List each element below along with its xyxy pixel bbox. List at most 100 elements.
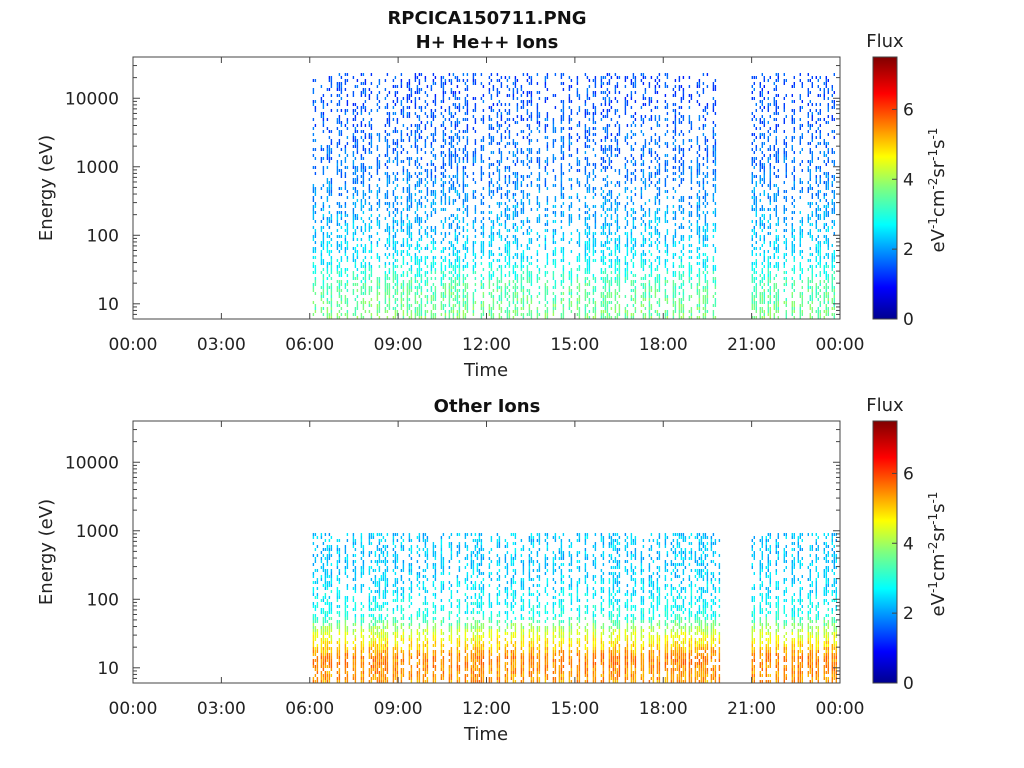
spectrogram-cell bbox=[680, 250, 683, 253]
spectrogram-cell bbox=[642, 295, 645, 298]
spectrogram-cell bbox=[702, 301, 705, 304]
spectrogram-cell bbox=[630, 148, 633, 151]
spectrogram-cell bbox=[424, 229, 427, 232]
spectrogram-cell bbox=[602, 148, 605, 151]
spectrogram-cell bbox=[592, 115, 595, 118]
spectrogram-cell bbox=[506, 184, 509, 187]
spectrogram-cell bbox=[554, 286, 557, 289]
spectrogram-cell bbox=[370, 127, 373, 130]
spectrogram-cell bbox=[520, 106, 523, 109]
spectrogram-cell bbox=[602, 304, 605, 307]
spectrogram-cell bbox=[450, 79, 453, 82]
spectrogram-cell bbox=[394, 214, 397, 217]
spectrogram-cell bbox=[576, 307, 579, 310]
spectrogram-cell bbox=[568, 121, 571, 124]
spectrogram-cell bbox=[454, 280, 457, 283]
spectrogram-cell bbox=[496, 259, 499, 262]
spectrogram-cell bbox=[644, 286, 647, 289]
spectrogram-cell bbox=[698, 292, 701, 295]
spectrogram-cell bbox=[606, 94, 609, 97]
spectrogram-cell bbox=[712, 316, 715, 319]
spectrogram-cell bbox=[608, 247, 611, 250]
spectrogram-cell bbox=[474, 151, 477, 154]
spectrogram-cell bbox=[546, 214, 549, 217]
spectrogram-cell bbox=[664, 298, 667, 301]
spectrogram-cell bbox=[600, 85, 603, 88]
spectrogram-cell bbox=[648, 199, 651, 202]
spectrogram-cell bbox=[664, 181, 667, 184]
spectrogram-cell bbox=[384, 277, 387, 280]
spectrogram-cell bbox=[346, 301, 349, 304]
spectrogram-cell bbox=[488, 136, 491, 139]
spectrogram-cell bbox=[464, 130, 467, 133]
spectrogram-cell bbox=[588, 184, 591, 187]
spectrogram-cell bbox=[618, 265, 621, 268]
spectrogram-cell bbox=[568, 145, 571, 148]
spectrogram-cell bbox=[346, 247, 349, 250]
spectrogram-cell bbox=[516, 142, 519, 145]
spectrogram-cell bbox=[364, 292, 367, 295]
spectrogram-cell bbox=[644, 115, 647, 118]
spectrogram-cell bbox=[560, 100, 563, 103]
spectrogram-cell bbox=[464, 313, 467, 316]
spectrogram-cell bbox=[698, 103, 701, 106]
spectrogram-cell bbox=[472, 115, 475, 118]
spectrogram-cell bbox=[644, 223, 647, 226]
spectrogram-cell bbox=[552, 154, 555, 157]
spectrogram-cell bbox=[474, 220, 477, 223]
spectrogram-cell bbox=[450, 82, 453, 85]
spectrogram-cell bbox=[644, 238, 647, 241]
spectrogram-cell bbox=[450, 295, 453, 298]
spectrogram-cell bbox=[454, 103, 457, 106]
spectrogram-cell bbox=[520, 130, 523, 133]
spectrogram-cell bbox=[396, 286, 399, 289]
spectrogram-cell bbox=[618, 172, 621, 175]
spectrogram-cell bbox=[618, 244, 621, 247]
spectrogram-cell bbox=[508, 217, 511, 220]
spectrogram-cell bbox=[516, 160, 519, 163]
spectrogram-cell bbox=[448, 190, 451, 193]
spectrogram-cell bbox=[362, 118, 365, 121]
spectrogram-cell bbox=[526, 229, 529, 232]
spectrogram-cell bbox=[702, 229, 705, 232]
spectrogram-cell bbox=[402, 139, 405, 142]
spectrogram-cell bbox=[462, 151, 465, 154]
spectrogram-cell bbox=[386, 238, 389, 241]
spectrogram-cell bbox=[604, 268, 607, 271]
spectrogram-cell bbox=[552, 157, 555, 160]
spectrogram-cell bbox=[650, 154, 653, 157]
spectrogram-cell bbox=[512, 292, 515, 295]
spectrogram-cell bbox=[512, 160, 515, 163]
spectrogram-cell bbox=[578, 283, 581, 286]
spectrogram-cell bbox=[508, 283, 511, 286]
spectrogram-cell bbox=[642, 169, 645, 172]
spectrogram-cell bbox=[672, 253, 675, 256]
spectrogram-cell bbox=[696, 286, 699, 289]
spectrogram-cell bbox=[434, 94, 437, 97]
spectrogram-cell bbox=[536, 280, 539, 283]
spectrogram-cell bbox=[448, 283, 451, 286]
spectrogram-cell bbox=[702, 235, 705, 238]
spectrogram-cell bbox=[488, 286, 491, 289]
spectrogram-cell bbox=[410, 244, 413, 247]
spectrogram-cell bbox=[696, 292, 699, 295]
spectrogram-cell bbox=[512, 88, 515, 91]
spectrogram-cell bbox=[632, 247, 635, 250]
spectrogram-cell bbox=[416, 205, 419, 208]
spectrogram-cell bbox=[384, 262, 387, 265]
spectrogram-cell bbox=[584, 259, 587, 262]
spectrogram-cell bbox=[664, 250, 667, 253]
spectrogram-cell bbox=[562, 259, 565, 262]
spectrogram-cell bbox=[330, 79, 333, 82]
spectrogram-cell bbox=[634, 307, 637, 310]
spectrogram-cell bbox=[526, 103, 529, 106]
spectrogram-cell bbox=[368, 94, 371, 97]
spectrogram-cell bbox=[626, 253, 629, 256]
spectrogram-cell bbox=[376, 166, 379, 169]
spectrogram-cell bbox=[504, 247, 507, 250]
spectrogram-cell bbox=[346, 280, 349, 283]
spectrogram-cell bbox=[538, 277, 541, 280]
spectrogram-cell bbox=[312, 199, 315, 202]
spectrogram-cell bbox=[440, 220, 443, 223]
spectrogram-cell bbox=[394, 178, 397, 181]
